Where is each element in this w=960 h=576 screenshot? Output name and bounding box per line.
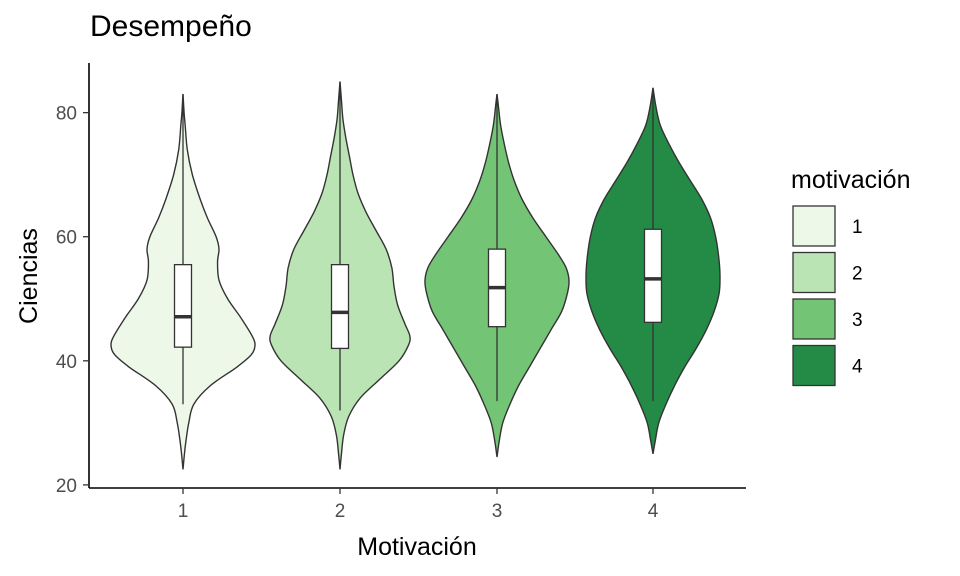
violins-layer: [110, 81, 721, 470]
legend-key-2: [792, 251, 836, 294]
x-tick-label-1: 1: [178, 501, 189, 522]
y-tick-label-60: 60: [56, 228, 77, 249]
legend-title: motivación: [791, 166, 911, 194]
box-4: [643, 228, 663, 323]
x-tick-label-4: 4: [648, 501, 659, 522]
legend-label-2: 2: [852, 264, 863, 285]
chart-title: Desempeño: [90, 10, 252, 43]
x-axis-title: Motivación: [357, 533, 477, 561]
y-axis-title: Ciencias: [15, 228, 43, 324]
violin-group-3: [424, 93, 570, 458]
violin-group-4: [585, 87, 721, 454]
legend-label-1: 1: [852, 217, 863, 238]
box-1: [173, 263, 193, 348]
violin-group-1: [110, 93, 256, 470]
y-tick-label-40: 40: [56, 352, 77, 373]
legend-key-4: [792, 344, 836, 387]
legend: motivación 1 2 3 4: [791, 166, 911, 387]
y-tick-label-20: 20: [56, 476, 77, 497]
legend-label-4: 4: [852, 357, 863, 378]
box-2: [330, 263, 350, 350]
axes-layer: 1 2 3 4 20 40 60 80: [56, 63, 746, 522]
x-tick-label-3: 3: [492, 501, 503, 522]
legend-key-1: [792, 205, 836, 247]
violin-group-2: [269, 81, 411, 470]
legend-label-3: 3: [852, 310, 863, 331]
y-tick-label-80: 80: [56, 104, 77, 125]
x-tick-label-2: 2: [335, 501, 346, 522]
legend-key-3: [792, 298, 836, 340]
